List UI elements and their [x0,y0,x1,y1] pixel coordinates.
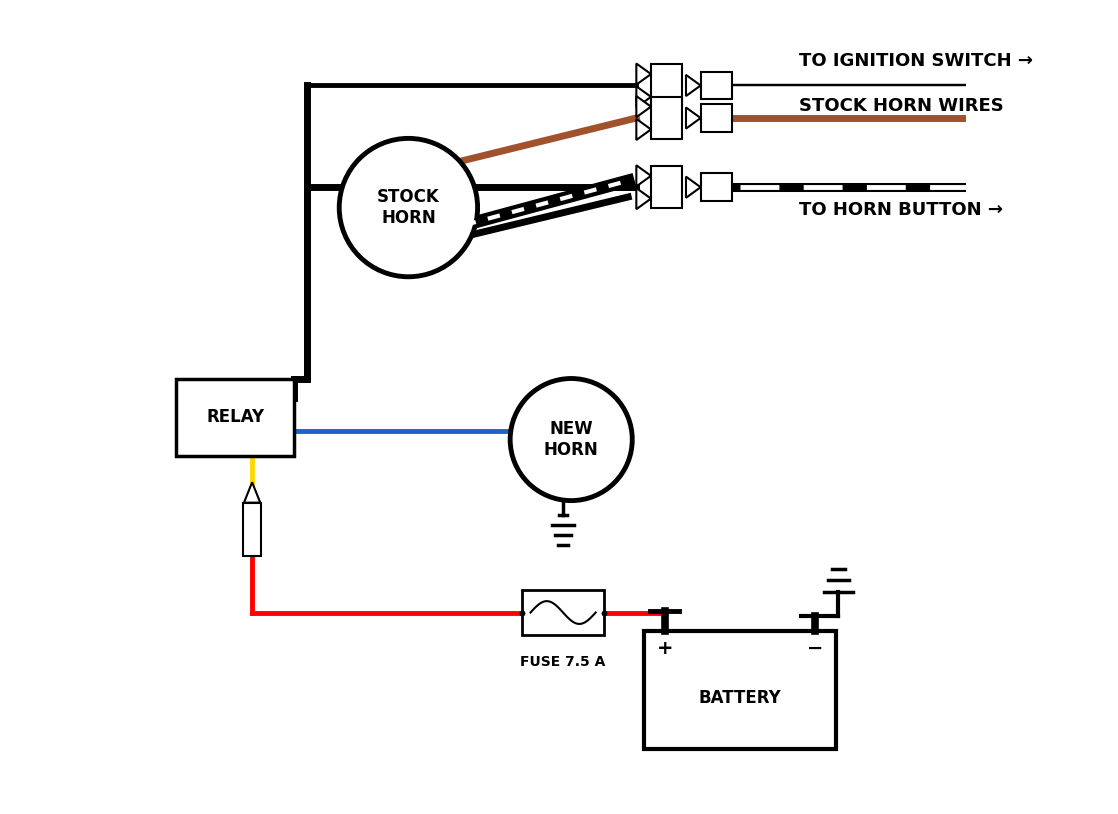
Polygon shape [636,165,651,186]
Polygon shape [636,86,651,107]
Text: TO IGNITION SWITCH →: TO IGNITION SWITCH → [799,52,1033,70]
Polygon shape [686,177,701,198]
Polygon shape [636,96,651,117]
Bar [177,379,294,456]
Text: STOCK
HORN: STOCK HORN [377,188,439,227]
Bar [651,166,682,208]
Text: STOCK HORN WIRES: STOCK HORN WIRES [799,97,1004,115]
Text: RELAY: RELAY [207,408,265,427]
Polygon shape [686,75,701,96]
Polygon shape [636,119,651,140]
Text: FUSE 7.5 A: FUSE 7.5 A [520,655,606,669]
Polygon shape [636,63,651,85]
Bar [244,502,262,555]
Bar [644,631,836,749]
Text: BATTERY: BATTERY [699,689,781,707]
Text: TO HORN BUTTON →: TO HORN BUTTON → [799,201,1003,219]
Circle shape [510,379,633,501]
Polygon shape [636,188,651,209]
Bar [651,97,682,139]
Bar [522,590,604,635]
Text: NEW
HORN: NEW HORN [543,420,598,459]
Bar [651,64,682,107]
Circle shape [339,138,477,277]
Bar [701,173,731,201]
Polygon shape [244,482,260,503]
Bar [701,104,731,132]
Text: +: + [656,639,673,659]
Bar [701,72,731,99]
Text: −: − [807,639,824,659]
Polygon shape [686,107,701,129]
